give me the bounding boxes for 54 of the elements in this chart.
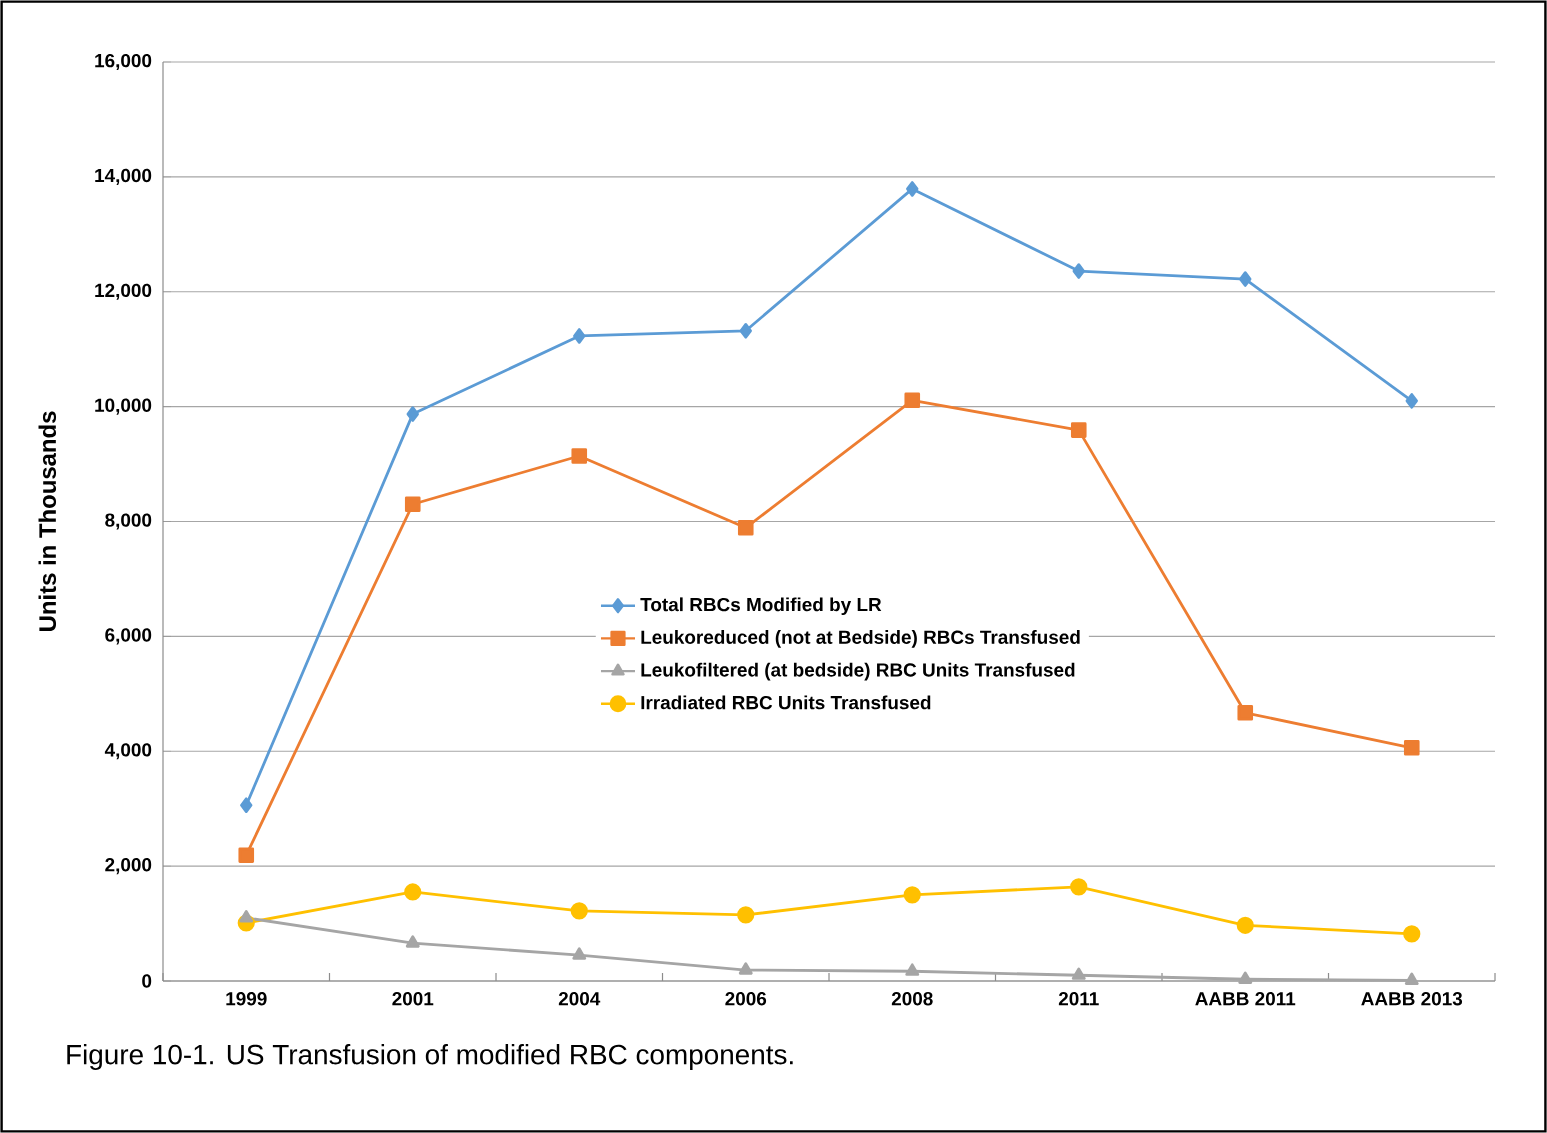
- x-tick-label: 2004: [558, 992, 601, 1006]
- point: [406, 406, 419, 422]
- point: [906, 181, 919, 197]
- point: [905, 963, 920, 976]
- legend-label: Leukofiltered (at bedside) RBC Units Transfused: [641, 662, 1075, 681]
- point: [1237, 704, 1254, 721]
- point: [1071, 967, 1086, 980]
- x-tick-label: 2006: [725, 992, 767, 1006]
- point: [1239, 271, 1252, 287]
- legend-label: Total RBCs Modified by LR: [640, 597, 882, 616]
- point: [1236, 916, 1254, 934]
- y-tick-label: 0: [142, 974, 152, 988]
- x-tick-label: AABB 2011: [1195, 992, 1296, 1006]
- y-tick-label: 14,000: [95, 168, 152, 185]
- point: [904, 392, 921, 409]
- legend-label: Irradiated RBC Units Transfused: [641, 695, 931, 710]
- point: [404, 883, 422, 901]
- y-tick-label: 6,000: [105, 628, 152, 645]
- y-tick-label: 10,000: [95, 398, 152, 415]
- point: [405, 935, 420, 948]
- point: [404, 496, 421, 513]
- point: [1404, 972, 1419, 986]
- point: [903, 886, 921, 904]
- point: [570, 902, 588, 920]
- point: [738, 962, 753, 975]
- x-tick-label: 1999: [226, 992, 267, 1006]
- x-tick-label: 2008: [891, 992, 933, 1006]
- y-tick-label: 8,000: [105, 513, 152, 530]
- point: [1403, 925, 1421, 943]
- point: [737, 906, 755, 924]
- caption: Figure 10-1. US Transfusion of modified RBC components.: [67, 1043, 793, 1070]
- point: [240, 797, 253, 814]
- point: [239, 910, 254, 923]
- point: [1238, 971, 1253, 984]
- point: [737, 520, 754, 536]
- x-tick-label: 2001: [392, 992, 434, 1006]
- y-tick-label: 2,000: [105, 858, 152, 875]
- y-axis-title: Units in Thousands: [38, 411, 57, 631]
- point: [238, 847, 255, 864]
- y-tick-label: 12,000: [95, 283, 152, 300]
- point: [572, 947, 587, 960]
- point: [1070, 422, 1087, 438]
- point: [1070, 878, 1088, 896]
- y-tick-label: 16,000: [95, 53, 152, 71]
- point: [1405, 393, 1418, 409]
- x-tick-label: 2011: [1058, 992, 1099, 1006]
- point: [1403, 740, 1420, 756]
- legend-label: Leukoreduced (not at Bedside) RBCs Transfused: [641, 630, 1080, 648]
- point: [739, 323, 752, 339]
- point: [571, 448, 588, 464]
- point: [1072, 263, 1085, 279]
- point: [573, 328, 586, 344]
- x-tick-label: AABB 2013: [1361, 992, 1463, 1006]
- y-tick-label: 4,000: [104, 743, 152, 760]
